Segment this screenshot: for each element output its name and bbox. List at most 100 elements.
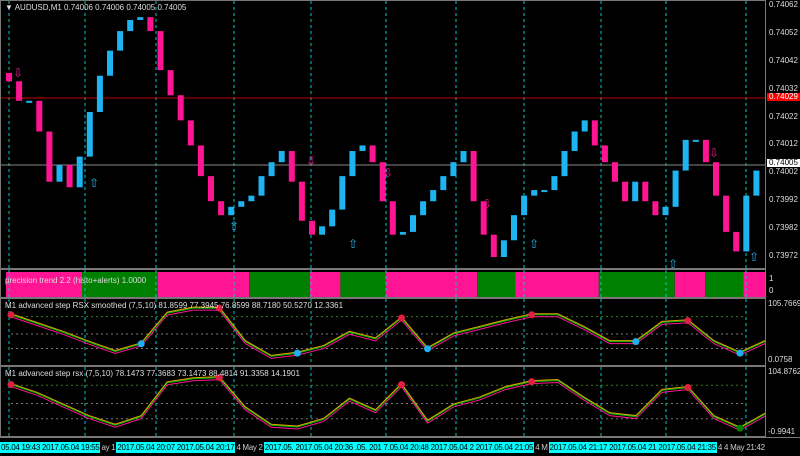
- time-label: ay 1: [101, 443, 116, 452]
- rsx-axis-bottom: -0.9941: [768, 427, 796, 436]
- price-tick: 0.74052: [769, 27, 798, 37]
- time-label: 4 May 21:42: [724, 443, 765, 452]
- trend-bar-down: [158, 272, 250, 297]
- price-tick: 0.74032: [769, 83, 798, 93]
- bull-candle: [238, 201, 245, 207]
- rsx-line: [10, 379, 765, 431]
- up-arrow-icon: ⇧: [529, 237, 539, 251]
- bull-candle: [632, 181, 639, 202]
- bear-candle: [298, 181, 305, 221]
- price-tick: 0.73972: [769, 251, 798, 260]
- bull-candle: [349, 151, 356, 177]
- bear-candle: [379, 162, 386, 202]
- bear-candle: [733, 231, 740, 252]
- buy-signal-dot: [632, 338, 640, 346]
- bull-candle: [561, 151, 568, 177]
- down-arrow-icon: ⇩: [13, 66, 23, 80]
- down-arrow-icon: ⇩: [709, 146, 719, 160]
- bear-candle: [46, 131, 53, 182]
- time-label: 2017.05.04 21:17: [548, 442, 609, 453]
- bear-candle: [6, 72, 12, 82]
- bull-candle: [359, 145, 366, 152]
- time-label: 2017.05.04 20:07: [116, 442, 176, 453]
- time-label: 201: [368, 442, 383, 453]
- sell-signal-dot: [398, 381, 406, 389]
- time-label: 2017.05.04 21:35: [657, 442, 717, 453]
- up-arrow-icon: ⇧: [229, 219, 239, 233]
- bull-candle: [682, 139, 689, 171]
- histo-tick-0: 0: [769, 286, 774, 295]
- price-tick: 0.74062: [769, 0, 798, 9]
- bear-candle: [187, 120, 194, 146]
- rsx-line: [10, 309, 765, 359]
- bull-candle: [56, 164, 63, 182]
- bull-candle: [278, 151, 285, 163]
- trend-bar-up: [477, 272, 516, 297]
- time-label: 2017.05.04 20:36: [294, 442, 354, 453]
- sell-signal-dot: [215, 304, 223, 312]
- time-label: 2017.05.04 21: [608, 442, 658, 453]
- sell-signal-dot: [736, 424, 744, 432]
- bull-candle: [692, 139, 699, 142]
- time-label: 2017.05.04 2: [429, 442, 475, 453]
- up-arrow-icon: ⇧: [668, 257, 678, 269]
- bull-candle: [137, 17, 144, 20]
- bull-candle: [541, 190, 548, 193]
- bear-candle: [177, 95, 184, 121]
- bull-candle: [450, 162, 457, 177]
- rsx-canvas: [7, 367, 765, 436]
- time-axis[interactable]: 05.04 19:43 2017.05.04 19:55 ay 1 2017.05.0…: [0, 437, 800, 456]
- time-label: 4 May 2: [236, 443, 263, 452]
- up-arrow-icon: ⇧: [348, 237, 358, 251]
- down-arrow-icon: ⇩: [306, 154, 316, 168]
- rsx-smoothed-axis-bottom: 0.0758: [768, 355, 793, 364]
- price-axis[interactable]: 0.74062 0.74052 0.74042 0.74032 0.74022 0.740…: [766, 0, 800, 269]
- bull-candle: [86, 111, 93, 157]
- bear-candle: [480, 201, 487, 235]
- bull-candle: [107, 50, 113, 76]
- price-tick: 0.74022: [769, 111, 798, 121]
- sell-signal-dot: [528, 311, 536, 319]
- menu-triangle-icon[interactable]: ▼: [5, 3, 13, 12]
- bull-candle: [339, 176, 346, 210]
- bull-candle: [399, 231, 406, 235]
- sell-signal-dot: [684, 383, 692, 391]
- bear-candle: [612, 162, 618, 182]
- bear-candle: [66, 164, 73, 188]
- trend-bar-down: [743, 272, 765, 297]
- bear-candle: [157, 31, 164, 71]
- bear-candle: [470, 151, 477, 202]
- trend-bar-up: [340, 272, 386, 297]
- bull-candle: [551, 176, 558, 191]
- rsx-axis-top: 104.8762: [768, 367, 800, 376]
- bull-candle: [76, 156, 83, 188]
- bear-candle: [309, 220, 315, 235]
- bear-candle: [36, 100, 43, 132]
- buy-signal-dot: [293, 349, 301, 357]
- bear-candle: [702, 139, 709, 163]
- bull-candle: [581, 120, 588, 132]
- bear-candle: [16, 81, 23, 101]
- bear-candle: [601, 145, 608, 163]
- rsx-smoothed-pane[interactable]: M1 advanced step RSX smoothed (7,5,10) 8…: [0, 298, 766, 366]
- rsx-line: [10, 376, 765, 428]
- trend-bar-up: [598, 272, 675, 297]
- precision-trend-pane[interactable]: precision trend 2.2 (histo+alerts) 1.000…: [0, 269, 766, 298]
- price-tick: 0.74042: [769, 55, 798, 65]
- bear-candle: [197, 145, 204, 177]
- buy-signal-dot: [736, 349, 744, 357]
- bull-candle: [96, 75, 103, 112]
- bull-candle: [410, 215, 416, 232]
- down-arrow-icon: ⇩: [482, 197, 492, 211]
- bear-candle: [490, 234, 497, 258]
- trend-bar-down: [386, 272, 478, 297]
- bull-candle: [258, 176, 265, 196]
- bear-candle: [218, 201, 225, 216]
- sell-signal-dot: [7, 311, 15, 319]
- price-chart-pane[interactable]: ▼ AUDUSD,M1 0.74006 0.74006 0.74005 0.74…: [0, 0, 766, 269]
- rsx-pane[interactable]: M1 advanced step rsx (7,5,10) 78.1473 77…: [0, 366, 766, 437]
- bull-candle: [127, 19, 134, 32]
- trend-bar-down: [515, 272, 599, 297]
- sell-signal-dot: [684, 317, 692, 325]
